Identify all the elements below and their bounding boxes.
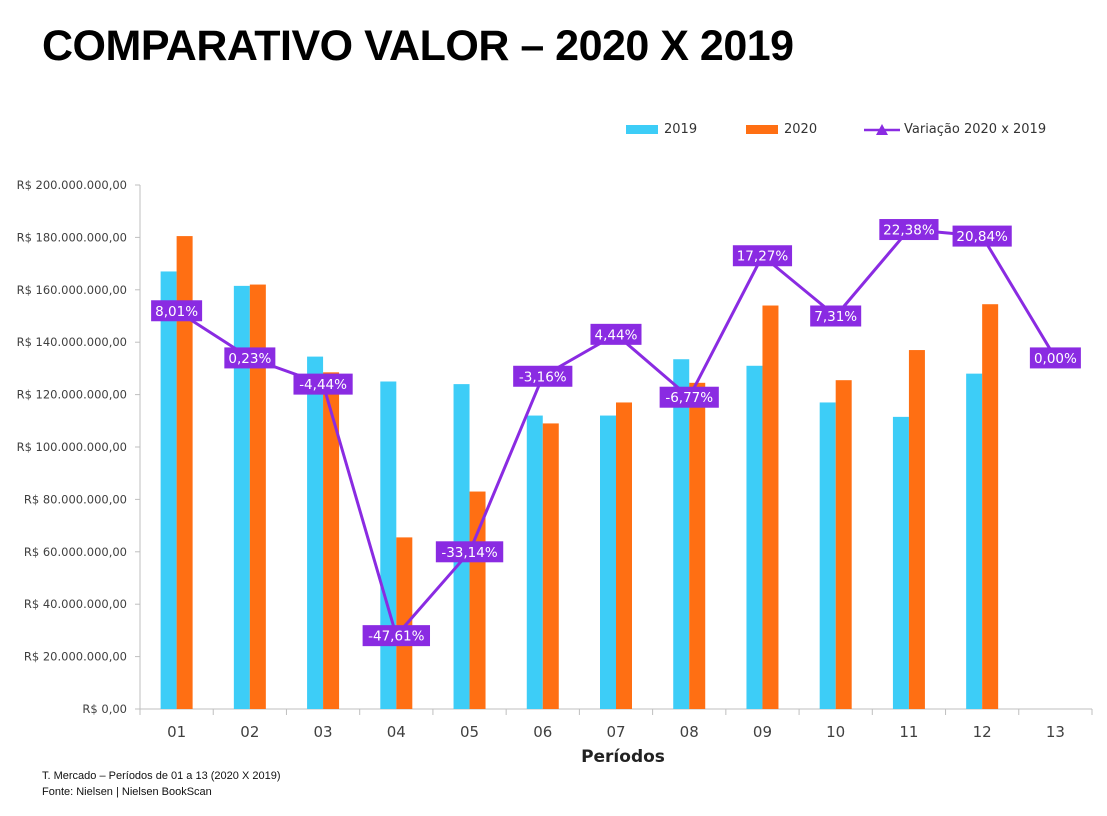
variation-label-box — [879, 219, 939, 241]
y-tick-label: R$ 100.000.000,00 — [17, 440, 127, 454]
variation-label: 20,84% — [956, 229, 1008, 245]
page-title: COMPARATIVO VALOR – 2020 X 2019 — [42, 22, 794, 70]
variation-label-box — [952, 225, 1012, 247]
legend-line-variation-icon — [864, 123, 900, 135]
bar-2020 — [689, 382, 706, 709]
variation-label-box — [224, 347, 276, 369]
y-tick-label: R$ 80.000.000,00 — [24, 492, 127, 506]
legend-label-2019: 2019 — [664, 122, 698, 137]
legend-swatch-2020 — [746, 125, 778, 134]
bar-2020 — [982, 304, 999, 709]
variation-label: 22,38% — [883, 223, 935, 239]
y-tick-label: R$ 60.000.000,00 — [24, 545, 127, 559]
variation-label: 0,00% — [1034, 351, 1077, 367]
bar-2019 — [819, 402, 836, 709]
bar-2020 — [176, 236, 193, 709]
chart-legend: 2019 2020 Variação 2020 x 2019 — [0, 122, 1107, 142]
variation-label: 7,31% — [814, 309, 857, 325]
bar-2020 — [249, 284, 266, 709]
variation-label-box — [151, 300, 203, 322]
variation-label-box — [810, 305, 862, 327]
legend-label-variation: Variação 2020 x 2019 — [904, 122, 1047, 137]
bar-2020 — [616, 402, 632, 709]
x-tick-label: 12 — [973, 723, 992, 741]
bar-2020 — [835, 380, 852, 709]
bar-2020 — [762, 305, 779, 709]
bar-2019 — [380, 381, 397, 709]
x-tick-label: 03 — [314, 723, 333, 741]
footnote-source-provider: Fonte: Nielsen | Nielsen BookScan — [42, 786, 212, 798]
x-tick-label: 07 — [606, 723, 625, 741]
variation-label: -6,77% — [665, 390, 713, 406]
y-tick-label: R$ 0,00 — [82, 702, 127, 716]
x-tick-label: 13 — [1046, 723, 1065, 741]
x-tick-label: 04 — [387, 723, 406, 741]
variation-label-box — [293, 373, 353, 395]
bar-2019 — [673, 359, 690, 709]
variation-label: -4,44% — [299, 377, 347, 393]
legend-label-2020: 2020 — [784, 122, 818, 137]
x-tick-label: 10 — [826, 723, 845, 741]
y-tick-label: R$ 120.000.000,00 — [17, 388, 127, 402]
variation-label: -47,61% — [368, 629, 425, 645]
bar-2020 — [396, 537, 413, 709]
x-tick-label: 06 — [533, 723, 552, 741]
x-tick-label: 09 — [753, 723, 772, 741]
bar-2019 — [160, 271, 177, 709]
variation-label: -3,16% — [519, 369, 567, 385]
y-tick-label: R$ 140.000.000,00 — [17, 335, 127, 349]
y-tick-label: R$ 200.000.000,00 — [17, 178, 127, 192]
bar-2019 — [966, 373, 983, 709]
bar-2019 — [746, 365, 763, 709]
y-tick-label: R$ 160.000.000,00 — [17, 283, 127, 297]
variation-label-box — [732, 245, 793, 267]
variation-label-box — [1029, 347, 1081, 369]
bar-2019 — [307, 356, 324, 709]
variation-label-box — [435, 541, 504, 563]
bar-2019 — [526, 415, 543, 709]
x-tick-label: 11 — [899, 723, 918, 741]
legend-item-2020: 2020 — [746, 122, 817, 137]
variation-label: 17,27% — [737, 249, 789, 265]
legend-item-2019: 2019 — [626, 122, 697, 137]
variation-label-box — [659, 386, 719, 408]
bar-2020 — [542, 423, 559, 709]
x-tick-label: 01 — [167, 723, 186, 741]
variation-label: 0,23% — [228, 351, 271, 367]
x-axis-title: Períodos — [581, 747, 665, 767]
bar-2019 — [600, 415, 616, 709]
variation-label: -33,14% — [441, 545, 498, 561]
variation-label-box — [590, 323, 642, 345]
y-tick-label: R$ 40.000.000,00 — [24, 597, 127, 611]
bar-2020 — [469, 491, 486, 709]
footnote-source-period: T. Mercado – Períodos de 01 a 13 (2020 X… — [42, 770, 281, 782]
bar-2019 — [892, 416, 909, 709]
x-tick-label: 05 — [460, 723, 479, 741]
variation-label-box — [513, 365, 573, 387]
bar-2020 — [323, 372, 340, 709]
bar-2020 — [908, 350, 925, 709]
variation-label: 4,44% — [595, 327, 638, 343]
legend-item-variation: Variação 2020 x 2019 — [864, 122, 1046, 137]
x-tick-label: 02 — [240, 723, 259, 741]
x-tick-label: 08 — [680, 723, 699, 741]
variation-label: 8,01% — [155, 304, 198, 320]
y-tick-label: R$ 180.000.000,00 — [17, 230, 127, 244]
y-tick-label: R$ 20.000.000,00 — [24, 650, 127, 664]
bar-2019 — [233, 285, 250, 709]
legend-swatch-2019 — [626, 125, 658, 134]
variation-label-box — [362, 625, 431, 647]
